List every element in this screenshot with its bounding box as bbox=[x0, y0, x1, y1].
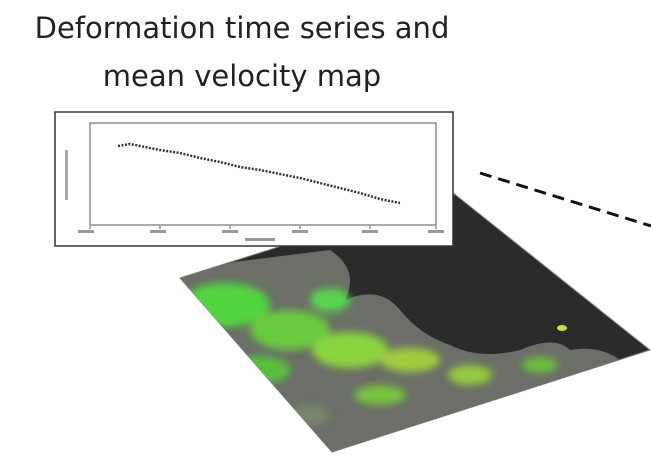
dashed-connector bbox=[480, 173, 651, 226]
title-line: mean velocity map bbox=[103, 59, 381, 93]
title-line: Deformation time series and bbox=[35, 11, 450, 45]
page: {"title": {"lines": ["Deformation time s… bbox=[0, 0, 651, 459]
time-series-inset bbox=[55, 112, 453, 246]
slide: Deformation time series and mean velocit… bbox=[0, 0, 651, 459]
